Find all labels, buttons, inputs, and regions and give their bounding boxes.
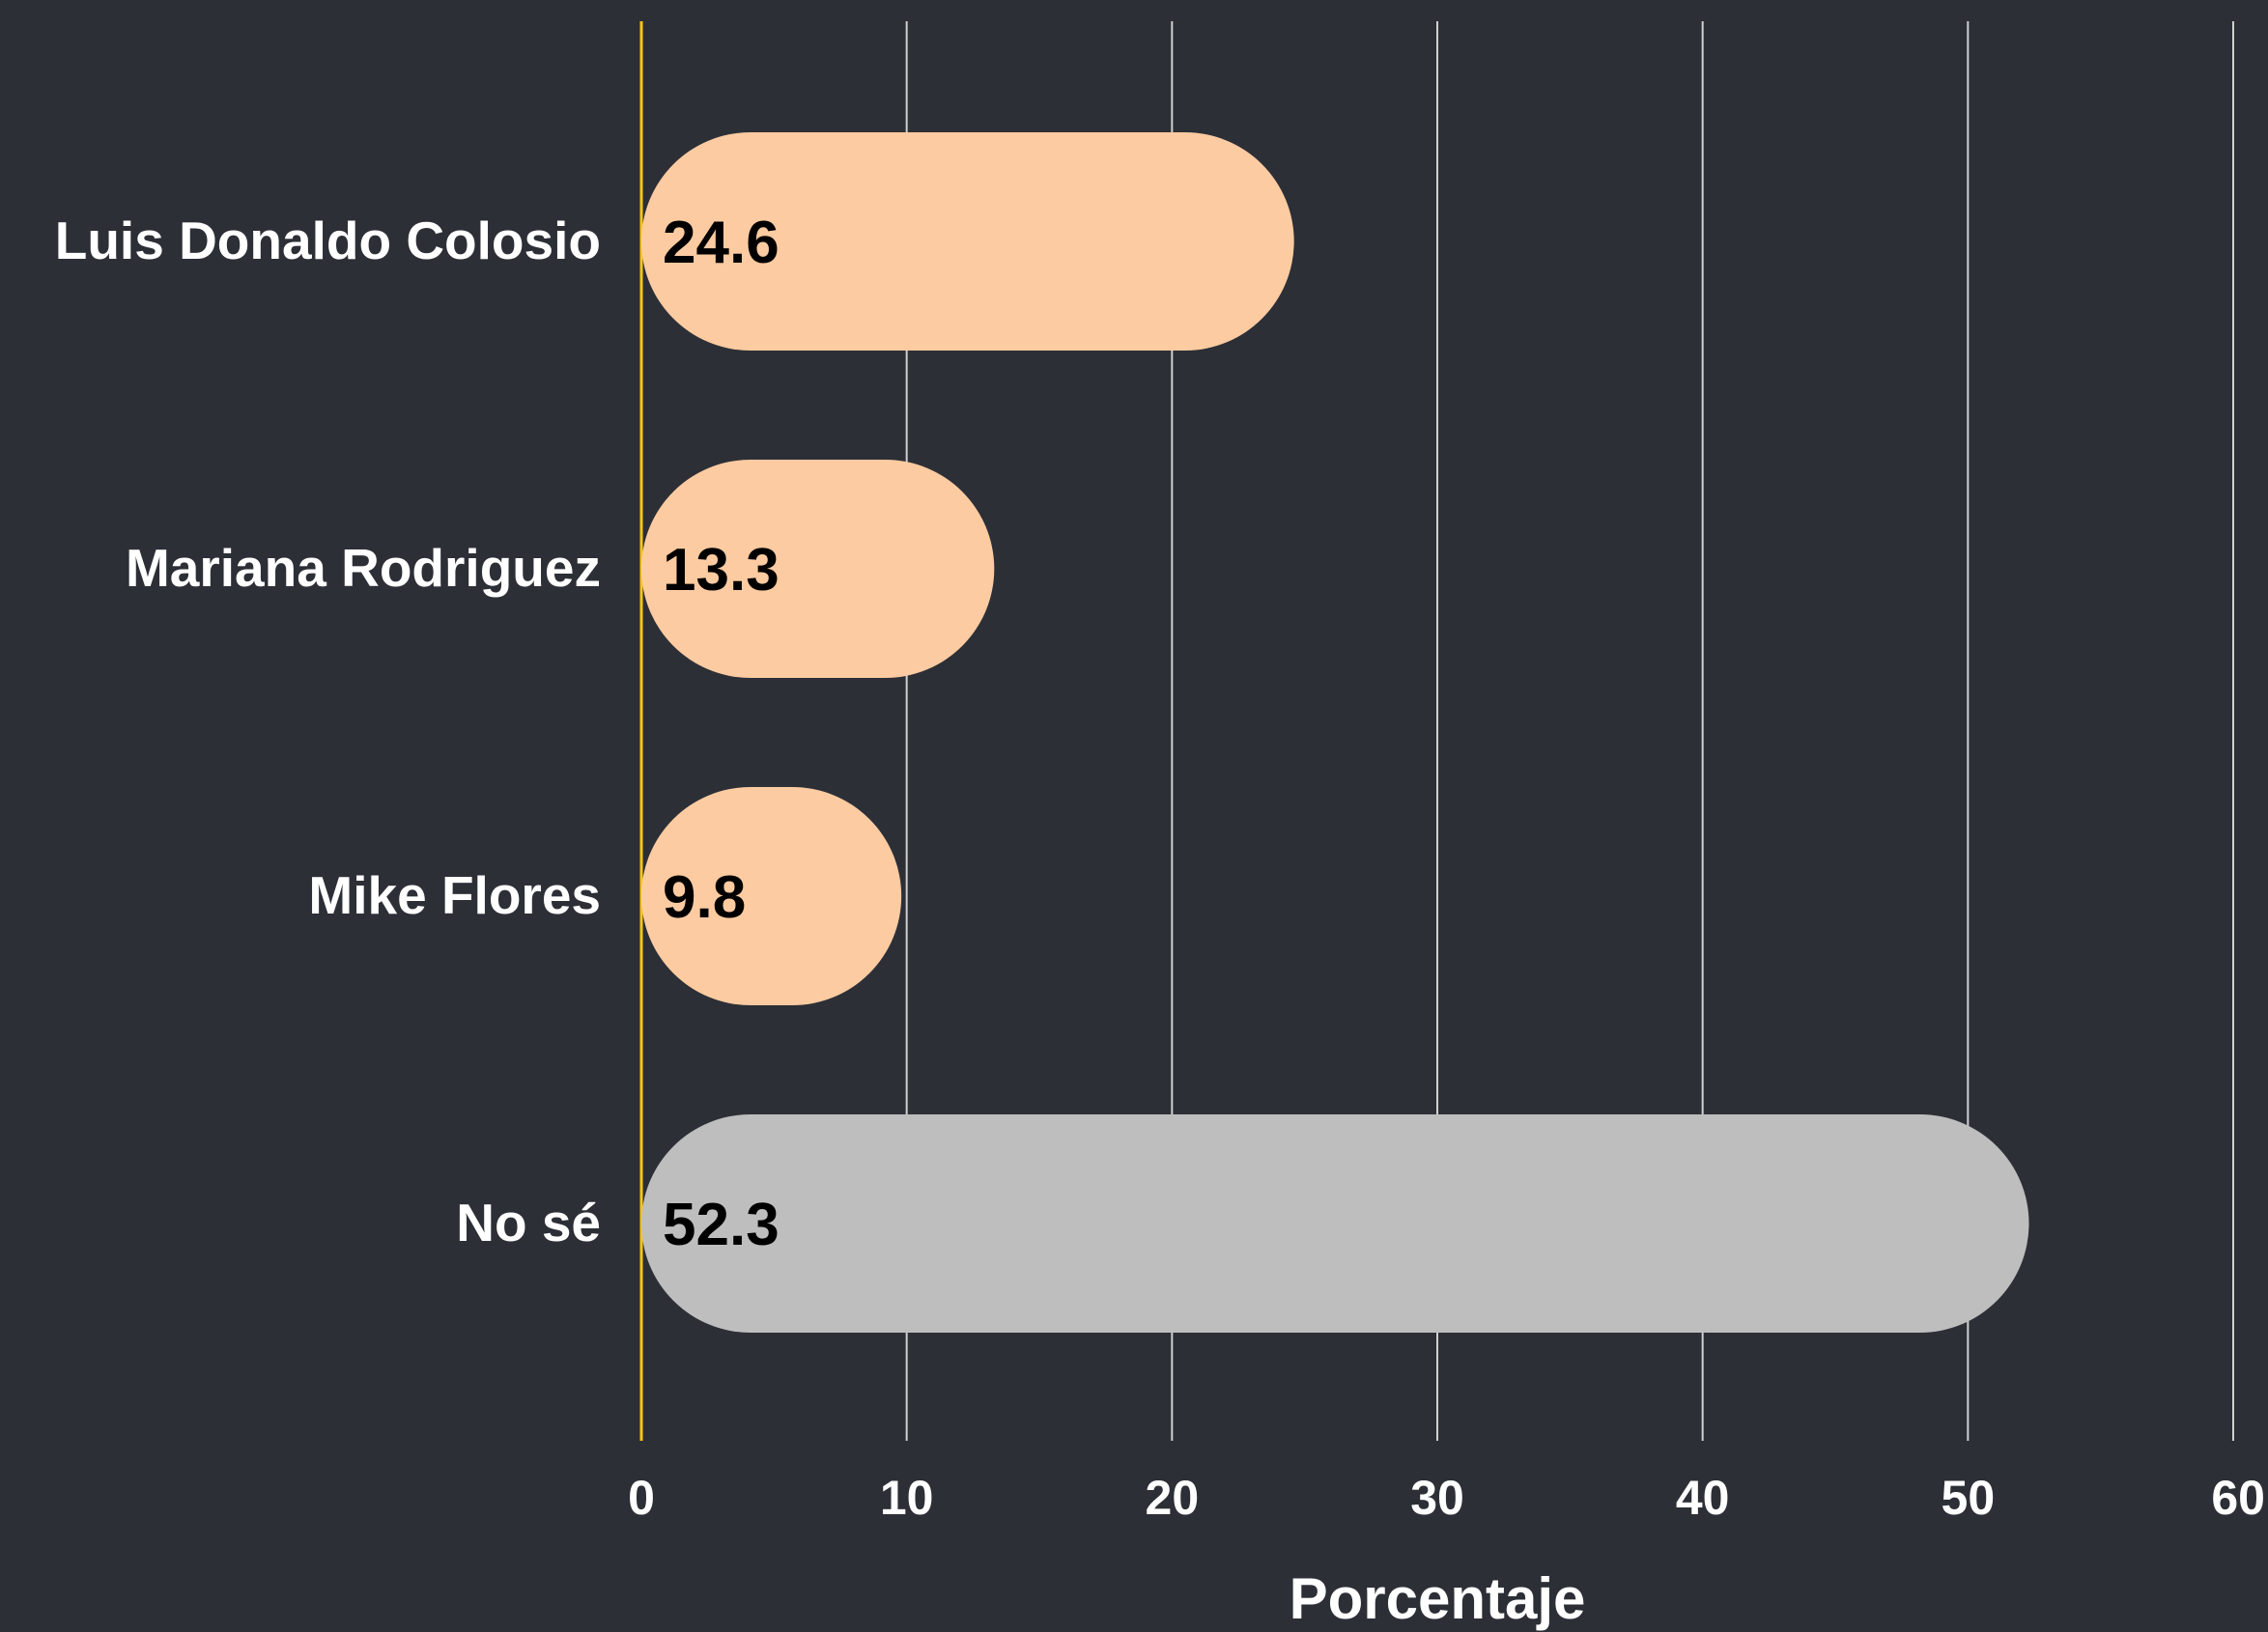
value-label: 9.8 <box>663 864 746 931</box>
bar <box>641 460 995 678</box>
x-axis-title: Porcentaje <box>1290 1566 1586 1631</box>
x-tick-label: 0 <box>628 1471 655 1525</box>
value-label: 13.3 <box>663 537 780 604</box>
category-labels: Luis Donaldo Colosio Mariana Rodriguez Mik… <box>55 211 601 1252</box>
bar <box>641 787 902 1005</box>
x-tick-label: 50 <box>1942 1471 1996 1525</box>
x-tick-label: 60 <box>2211 1471 2265 1525</box>
value-label: 24.6 <box>663 210 780 276</box>
bar <box>641 132 1294 351</box>
category-label: Luis Donaldo Colosio <box>55 211 601 270</box>
category-label: Mariana Rodriguez <box>126 538 601 598</box>
x-tick-label: 30 <box>1410 1471 1464 1525</box>
x-tick-label: 40 <box>1676 1471 1730 1525</box>
x-tick-label: 10 <box>880 1471 934 1525</box>
category-label: No sé <box>456 1193 601 1252</box>
category-label: Mike Flores <box>308 865 601 925</box>
value-label: 52.3 <box>663 1192 780 1258</box>
x-tick-labels: 0 10 20 30 40 50 60 <box>628 1471 2265 1525</box>
bar <box>641 1114 2029 1333</box>
x-tick-label: 20 <box>1146 1471 1200 1525</box>
bars <box>641 132 2029 1333</box>
value-labels: 24.6 13.3 9.8 52.3 <box>663 210 780 1258</box>
